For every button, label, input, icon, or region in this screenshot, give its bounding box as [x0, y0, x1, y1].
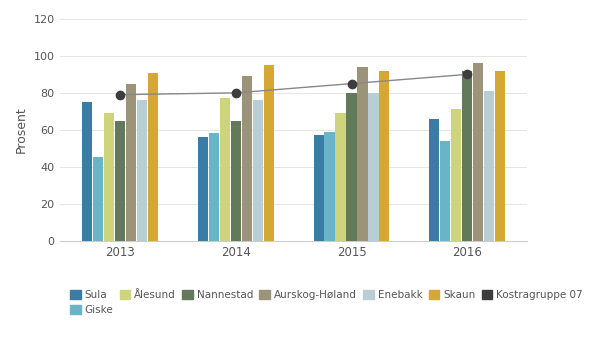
- Bar: [264, 65, 274, 241]
- Bar: [104, 113, 115, 241]
- Bar: [335, 113, 346, 241]
- Bar: [314, 135, 323, 241]
- Bar: [462, 71, 472, 241]
- Bar: [220, 98, 230, 241]
- Bar: [231, 121, 241, 241]
- Bar: [495, 71, 505, 241]
- Bar: [325, 131, 335, 241]
- Bar: [484, 91, 494, 241]
- Bar: [126, 83, 136, 241]
- Bar: [137, 100, 148, 241]
- Bar: [198, 137, 208, 241]
- Bar: [242, 76, 252, 241]
- Bar: [94, 158, 103, 241]
- Bar: [82, 102, 92, 241]
- Legend: Sula, Giske, Ålesund, Nannestad, Aurskog-Høland, Enebakk, Skaun, Kostragruppe 07: Sula, Giske, Ålesund, Nannestad, Aurskog…: [70, 290, 583, 315]
- Bar: [440, 141, 450, 241]
- Bar: [253, 100, 263, 241]
- Bar: [358, 67, 368, 241]
- Bar: [379, 71, 389, 241]
- Bar: [148, 73, 158, 241]
- Bar: [115, 121, 125, 241]
- Bar: [346, 93, 356, 241]
- Bar: [429, 119, 439, 241]
- Bar: [451, 110, 461, 241]
- Bar: [209, 134, 219, 241]
- Bar: [473, 63, 483, 241]
- Bar: [368, 93, 379, 241]
- Y-axis label: Prosent: Prosent: [15, 106, 28, 153]
